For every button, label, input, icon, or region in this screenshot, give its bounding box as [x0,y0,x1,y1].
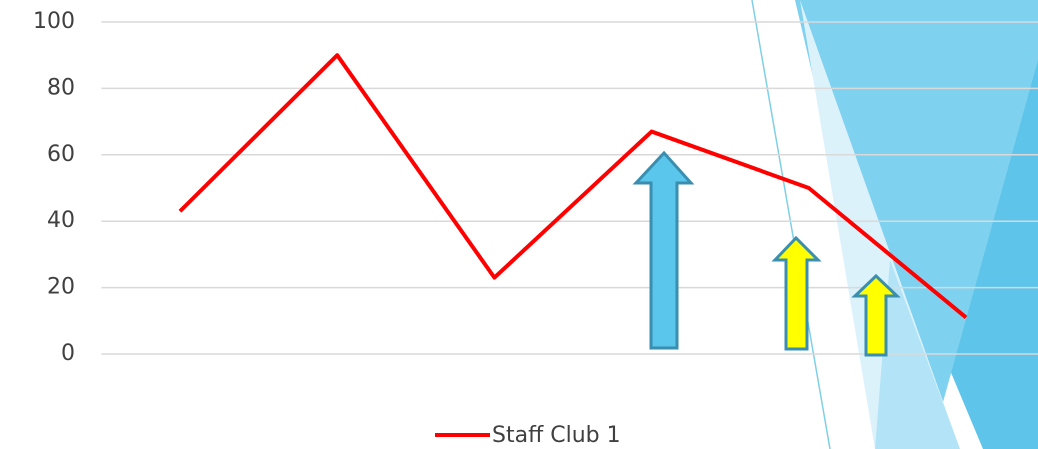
arrow [771,235,822,351]
y-tick-label: 40 [47,208,75,233]
y-tick-label: 80 [47,75,75,100]
data-line [178,53,968,320]
arrow [851,273,901,357]
arrow [632,150,695,350]
y-tick-label: 20 [47,275,75,300]
y-tick-label: 100 [33,9,75,34]
legend-label: Staff Club 1 [492,423,621,448]
deco-shape [800,0,960,449]
arrows [632,150,901,357]
plot: 0 20 40 60 80 100 [33,9,1038,366]
deco-line [751,0,831,449]
y-tick-label: 0 [61,341,75,366]
y-tick-label: 60 [47,142,75,167]
deco-shape [795,0,1038,449]
background-decoration [751,0,1038,449]
